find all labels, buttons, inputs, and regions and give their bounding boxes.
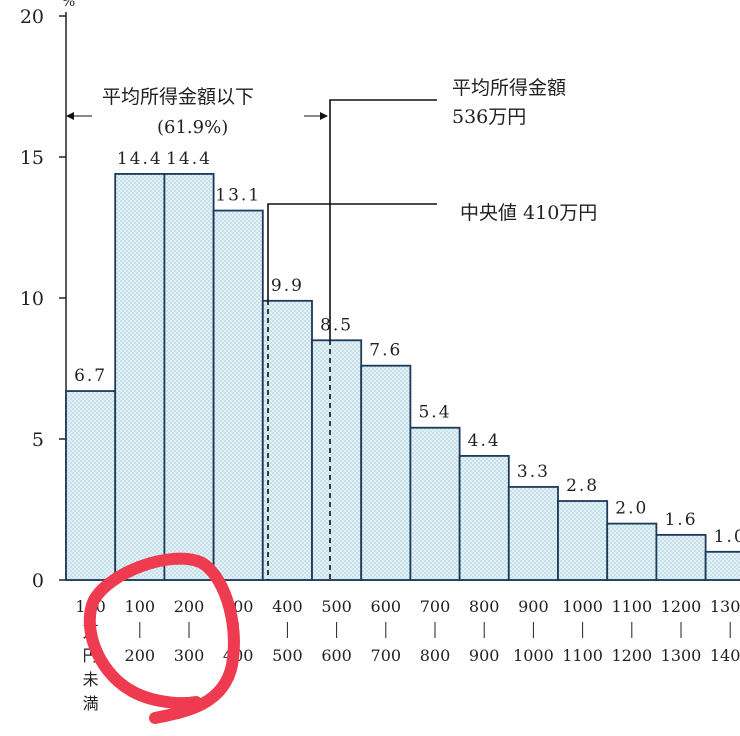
x-tick-bottom-label: 1000 <box>513 646 554 665</box>
x-tick-bottom-label: 600 <box>321 646 352 665</box>
y-tick-label: 15 <box>20 147 44 169</box>
below-mean-left-arrowhead <box>66 112 74 120</box>
y-tick-label: 20 <box>20 6 44 28</box>
bar <box>557 500 609 581</box>
bar-value-label: 9.9 <box>271 276 304 296</box>
x-tick-bottom-label: 1100 <box>562 646 603 665</box>
x-tick-bottom-label: 800 <box>420 646 451 665</box>
x-tick-top-label: 400 <box>272 597 303 616</box>
x-tick-top-label: 700 <box>420 597 451 616</box>
x-tick-bottom-label: 700 <box>371 646 402 665</box>
bars-layer <box>65 173 740 581</box>
x-tick-bottom-label: 500 <box>272 646 303 665</box>
below-mean-annotation: 平均所得金額以下 (61.9%) <box>66 86 328 138</box>
bar <box>606 522 658 581</box>
x-tick-bottom-label: 未 <box>83 670 99 689</box>
mean-label-line2: 536万円 <box>452 106 526 128</box>
red-circle-annotation <box>83 552 240 724</box>
bar-value-label: 7.6 <box>369 341 402 361</box>
x-tick-top-label: 1000 <box>562 597 603 616</box>
bar-value-label: 3.3 <box>517 462 550 482</box>
bar <box>261 299 313 581</box>
mean-marker: 平均所得金額 536万円 <box>329 77 566 580</box>
x-tick-top-label: 200 <box>174 597 205 616</box>
x-tick-bottom-label: 1400 <box>710 646 740 665</box>
below-mean-label: 平均所得金額以下 <box>102 86 254 108</box>
bar-value-label: 1.6 <box>664 510 697 530</box>
bar-value-label: 13.1 <box>215 186 261 206</box>
mean-leader-line <box>329 99 437 340</box>
x-tick-bottom-label: 900 <box>469 646 500 665</box>
x-tick-bottom-label: 200 <box>125 646 156 665</box>
x-tick-top-label: 900 <box>518 597 549 616</box>
x-tick-bottom-label: 満 <box>83 694 99 713</box>
bar <box>409 426 461 581</box>
median-leader-line <box>267 203 437 300</box>
y-tick-label: 5 <box>32 429 44 451</box>
bar-value-label: 6.7 <box>74 366 107 386</box>
mean-label-line1: 平均所得金額 <box>452 77 566 99</box>
bar <box>114 173 166 581</box>
y-tick-label: 0 <box>32 570 44 592</box>
bar <box>65 390 117 581</box>
x-tick-bottom-label: 1300 <box>661 646 702 665</box>
x-tick-top-label: 1300 <box>710 597 740 616</box>
x-tick-top-label: 100 <box>125 597 156 616</box>
bar-value-label: 4.4 <box>468 431 501 451</box>
y-unit-label: % <box>62 0 75 10</box>
below-mean-percent: (61.9%) <box>157 117 228 138</box>
bar-value-label: 5.4 <box>418 403 451 423</box>
bar <box>163 173 215 581</box>
bar <box>311 339 363 581</box>
bar <box>704 550 740 581</box>
value-label-layer: 6.714.4 14.413.19.98.57.65.44.43.32.82.01… <box>74 149 740 547</box>
bar <box>507 486 559 581</box>
bar <box>458 455 510 581</box>
x-tick-top-label: 1100 <box>611 597 652 616</box>
x-tick-top-label: 500 <box>321 597 352 616</box>
x-tick-top-label: 800 <box>469 597 500 616</box>
bar-value-label: 14.4 <box>117 149 163 169</box>
bar-value-label: 2.0 <box>615 499 648 519</box>
x-tick-layer: 100万円未満100200200300300400400500500600600… <box>75 597 740 713</box>
median-marker: 中央値 410万円 <box>267 202 597 580</box>
x-tick-top-label: 600 <box>371 597 402 616</box>
x-tick-top-label: 1200 <box>661 597 702 616</box>
bar <box>212 209 264 581</box>
x-tick-bottom-label: 1200 <box>611 646 652 665</box>
bar-value-label: 14.4 <box>166 149 212 169</box>
y-tick-label: 10 <box>20 288 44 310</box>
bar <box>655 533 707 581</box>
bar <box>360 364 412 581</box>
median-label: 中央値 410万円 <box>460 202 597 224</box>
bar-value-label: 8.5 <box>320 315 353 335</box>
bar-value-label: 1.0 <box>714 527 740 547</box>
x-tick-bottom-label: 300 <box>174 646 205 665</box>
bar-value-label: 2.8 <box>566 476 599 496</box>
below-mean-right-arrowhead <box>320 112 328 120</box>
